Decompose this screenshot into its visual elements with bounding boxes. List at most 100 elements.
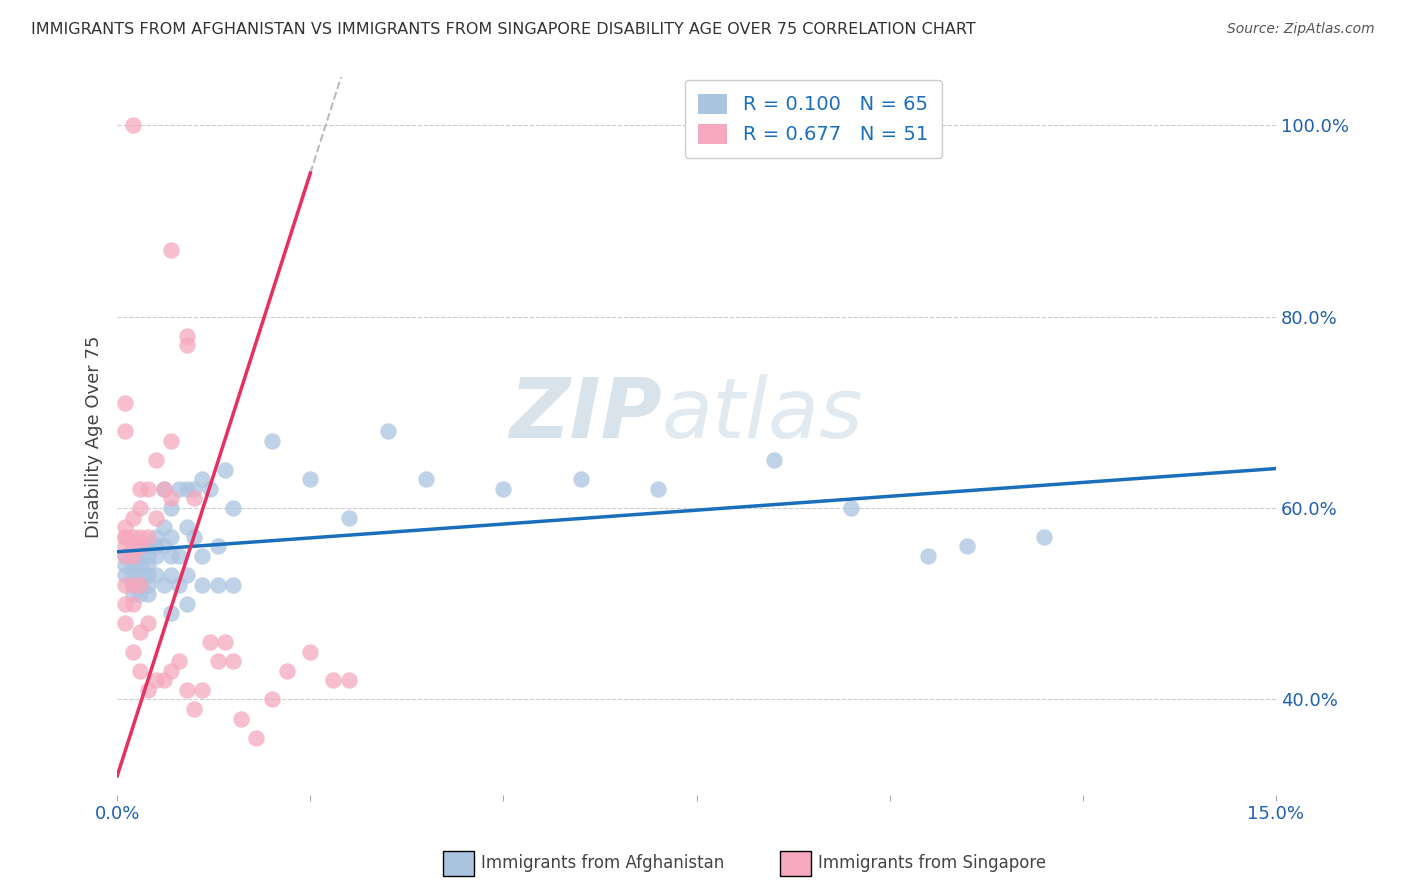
- Point: [114, 530, 136, 544]
- Point: [121, 597, 143, 611]
- Point: [136, 539, 159, 553]
- Point: [191, 549, 214, 563]
- Point: [322, 673, 344, 688]
- Point: [260, 434, 283, 448]
- Point: [136, 568, 159, 582]
- Point: [160, 549, 183, 563]
- Point: [160, 243, 183, 257]
- Point: [152, 577, 174, 591]
- Point: [191, 682, 214, 697]
- Point: [114, 549, 136, 563]
- Point: [145, 510, 167, 524]
- Point: [136, 482, 159, 496]
- Text: Source: ZipAtlas.com: Source: ZipAtlas.com: [1227, 22, 1375, 37]
- Point: [129, 549, 152, 563]
- Point: [207, 577, 229, 591]
- Point: [260, 692, 283, 706]
- Point: [129, 577, 152, 591]
- Point: [129, 558, 152, 573]
- Text: IMMIGRANTS FROM AFGHANISTAN VS IMMIGRANTS FROM SINGAPORE DISABILITY AGE OVER 75 : IMMIGRANTS FROM AFGHANISTAN VS IMMIGRANT…: [31, 22, 976, 37]
- Point: [214, 463, 236, 477]
- Point: [191, 472, 214, 486]
- Point: [167, 654, 190, 668]
- Point: [839, 501, 862, 516]
- Point: [121, 539, 143, 553]
- Point: [222, 501, 245, 516]
- Point: [160, 491, 183, 506]
- Point: [222, 577, 245, 591]
- Point: [160, 568, 183, 582]
- Point: [647, 482, 669, 496]
- Point: [198, 635, 221, 649]
- Point: [114, 396, 136, 410]
- Text: ZIP: ZIP: [509, 375, 662, 455]
- Point: [492, 482, 515, 496]
- Point: [121, 549, 143, 563]
- Point: [956, 539, 979, 553]
- Point: [121, 558, 143, 573]
- Point: [145, 568, 167, 582]
- Point: [136, 530, 159, 544]
- Point: [207, 654, 229, 668]
- Point: [183, 530, 205, 544]
- Point: [136, 615, 159, 630]
- Point: [198, 482, 221, 496]
- Point: [129, 577, 152, 591]
- Point: [245, 731, 267, 745]
- Point: [377, 425, 399, 439]
- Point: [415, 472, 437, 486]
- Point: [762, 453, 785, 467]
- Point: [121, 644, 143, 658]
- Point: [152, 539, 174, 553]
- Point: [129, 501, 152, 516]
- Point: [160, 530, 183, 544]
- Point: [152, 482, 174, 496]
- Point: [167, 577, 190, 591]
- Text: Immigrants from Singapore: Immigrants from Singapore: [818, 855, 1046, 872]
- Point: [114, 530, 136, 544]
- Point: [129, 539, 152, 553]
- Point: [160, 607, 183, 621]
- Point: [129, 577, 152, 591]
- Point: [176, 482, 198, 496]
- Point: [176, 682, 198, 697]
- Point: [176, 597, 198, 611]
- Point: [229, 712, 252, 726]
- Point: [145, 530, 167, 544]
- Point: [114, 539, 136, 553]
- Point: [121, 510, 143, 524]
- Point: [129, 530, 152, 544]
- Point: [114, 520, 136, 534]
- Point: [114, 549, 136, 563]
- Point: [222, 654, 245, 668]
- Point: [121, 577, 143, 591]
- Point: [299, 472, 322, 486]
- Point: [569, 472, 592, 486]
- Point: [114, 568, 136, 582]
- Point: [145, 453, 167, 467]
- Point: [176, 338, 198, 352]
- Point: [183, 491, 205, 506]
- Text: Immigrants from Afghanistan: Immigrants from Afghanistan: [481, 855, 724, 872]
- Point: [129, 482, 152, 496]
- Point: [136, 549, 159, 563]
- Point: [129, 587, 152, 601]
- Point: [121, 118, 143, 132]
- Point: [337, 673, 360, 688]
- Point: [121, 568, 143, 582]
- Y-axis label: Disability Age Over 75: Disability Age Over 75: [86, 335, 103, 538]
- Point: [214, 635, 236, 649]
- Point: [114, 558, 136, 573]
- Point: [176, 568, 198, 582]
- Point: [121, 530, 143, 544]
- Point: [129, 625, 152, 640]
- Point: [114, 597, 136, 611]
- Point: [337, 510, 360, 524]
- Point: [152, 482, 174, 496]
- Point: [121, 549, 143, 563]
- Point: [152, 520, 174, 534]
- Legend: R = 0.100   N = 65, R = 0.677   N = 51: R = 0.100 N = 65, R = 0.677 N = 51: [685, 80, 942, 158]
- Text: atlas: atlas: [662, 375, 863, 455]
- Point: [129, 664, 152, 678]
- Point: [299, 644, 322, 658]
